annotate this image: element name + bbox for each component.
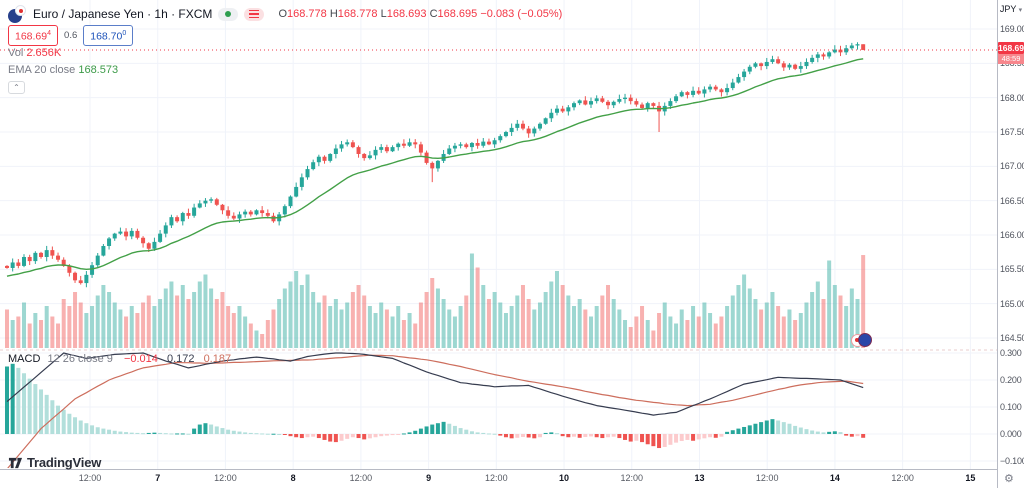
chart-canvas[interactable]: [0, 0, 997, 469]
macd-legend: MACD 12 26 close 9 −0.014 0.172 0.187: [8, 353, 231, 365]
price-tick-label: 167.000: [1000, 161, 1024, 172]
time-axis-separator: [0, 469, 997, 470]
ema-legend: EMA 20 close 168.573: [8, 64, 562, 78]
tradingview-logo-icon: [8, 457, 23, 469]
chevron-down-icon: ▾: [1018, 7, 1023, 14]
macd-tick-label: 0.300: [1000, 348, 1022, 358]
low-value: 168.693: [386, 8, 427, 20]
timezone-settings-icon[interactable]: ⚙: [1004, 473, 1014, 485]
time-tick-label: 12:00: [755, 473, 779, 483]
macd-indicator-title[interactable]: MACD: [8, 353, 41, 365]
macd-signal-value: 0.187: [203, 353, 232, 365]
macd-tick-label: 0.200: [1000, 375, 1022, 385]
sell-button[interactable]: 168.694: [8, 25, 59, 46]
macd-tick-label: 0.000: [1000, 429, 1022, 439]
price-axis-separator: [997, 0, 998, 488]
volume-value: 2.656K: [26, 47, 62, 59]
time-tick-label: 12:00: [485, 473, 508, 483]
volume-indicator-title[interactable]: Vol: [8, 47, 24, 59]
chart-legend: Euro / Japanese Yen · 1h · FXCM O168.778…: [8, 4, 562, 94]
currency-dropdown[interactable]: JPY ▾: [999, 4, 1023, 14]
change-value: −0.083 (−0.05%): [480, 8, 563, 20]
tradingview-logo[interactable]: TradingView: [8, 455, 101, 470]
price-tick-label: 169.000: [1000, 24, 1024, 34]
macd-hist-value: −0.014: [123, 353, 158, 365]
open-value: 168.778: [287, 8, 327, 20]
time-tick-label: 14: [829, 473, 840, 483]
ohlc-readout: O168.778 H168.778 L168.693 C168.695 −0.0…: [278, 8, 563, 20]
price-tick-label: 166.000: [1000, 230, 1024, 240]
price-tick-label: 165.500: [1000, 264, 1024, 275]
price-axis[interactable]: JPY ▾: [998, 0, 1024, 469]
volume-legend: Vol 2.656K: [8, 47, 562, 61]
last-price-value: 168.695: [998, 41, 1024, 54]
macd-tick-label: −0.100: [1000, 456, 1024, 466]
symbol-title[interactable]: Euro / Japanese Yen · 1h · FXCM: [33, 7, 213, 21]
symbol-pair-icon: [8, 5, 26, 23]
ema-value: 168.573: [78, 64, 119, 76]
price-tick-label: 165.000: [1000, 298, 1024, 309]
time-tick-label: 9: [426, 473, 432, 483]
spread-value: 0.6: [64, 30, 78, 41]
bar-countdown: 48:59: [998, 53, 1024, 64]
macd-line-value: 0.172: [166, 353, 195, 365]
time-tick-label: 10: [559, 473, 570, 483]
news-icon[interactable]: [244, 7, 265, 21]
last-price-badge: 168.695 48:59: [998, 41, 1024, 64]
time-tick-label: 12:00: [349, 473, 373, 483]
ema-indicator-title[interactable]: EMA 20 close: [8, 64, 76, 76]
collapse-legend-button[interactable]: ⌃: [8, 81, 25, 94]
time-tick-label: 12:00: [78, 473, 102, 483]
time-tick-label: 15: [965, 473, 976, 483]
market-open-status-icon[interactable]: [218, 7, 239, 21]
buy-button[interactable]: 168.700: [83, 25, 134, 46]
price-tick-label: 168.000: [1000, 92, 1024, 103]
time-tick-label: 12:00: [620, 473, 644, 483]
price-tick-label: 166.500: [1000, 195, 1024, 206]
macd-params: 12 26 close 9: [47, 353, 113, 365]
price-tick-label: 167.500: [1000, 127, 1024, 137]
time-tick-label: 12:00: [214, 473, 237, 483]
macd-tick-label: 0.100: [1000, 402, 1022, 412]
time-tick-label: 13: [694, 473, 705, 483]
time-tick-label: 12:00: [891, 473, 914, 483]
price-tick-label: 164.500: [1000, 333, 1024, 343]
time-tick-label: 7: [155, 473, 161, 483]
last-bar-symbol-logo: [851, 333, 873, 349]
time-tick-label: 8: [290, 473, 296, 483]
high-value: 168.778: [337, 8, 378, 20]
close-value: 168.695: [437, 8, 478, 20]
